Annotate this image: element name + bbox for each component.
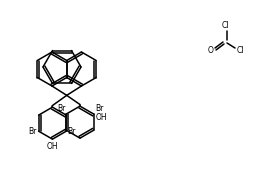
Text: Br: Br	[57, 104, 65, 113]
Text: OH: OH	[47, 142, 58, 151]
Text: Br: Br	[28, 127, 37, 136]
Text: Br: Br	[67, 127, 76, 136]
Text: Cl: Cl	[237, 45, 245, 54]
Text: Cl: Cl	[221, 21, 229, 30]
Text: Br: Br	[95, 104, 103, 113]
Text: OH: OH	[96, 113, 107, 122]
Text: O: O	[207, 45, 213, 54]
